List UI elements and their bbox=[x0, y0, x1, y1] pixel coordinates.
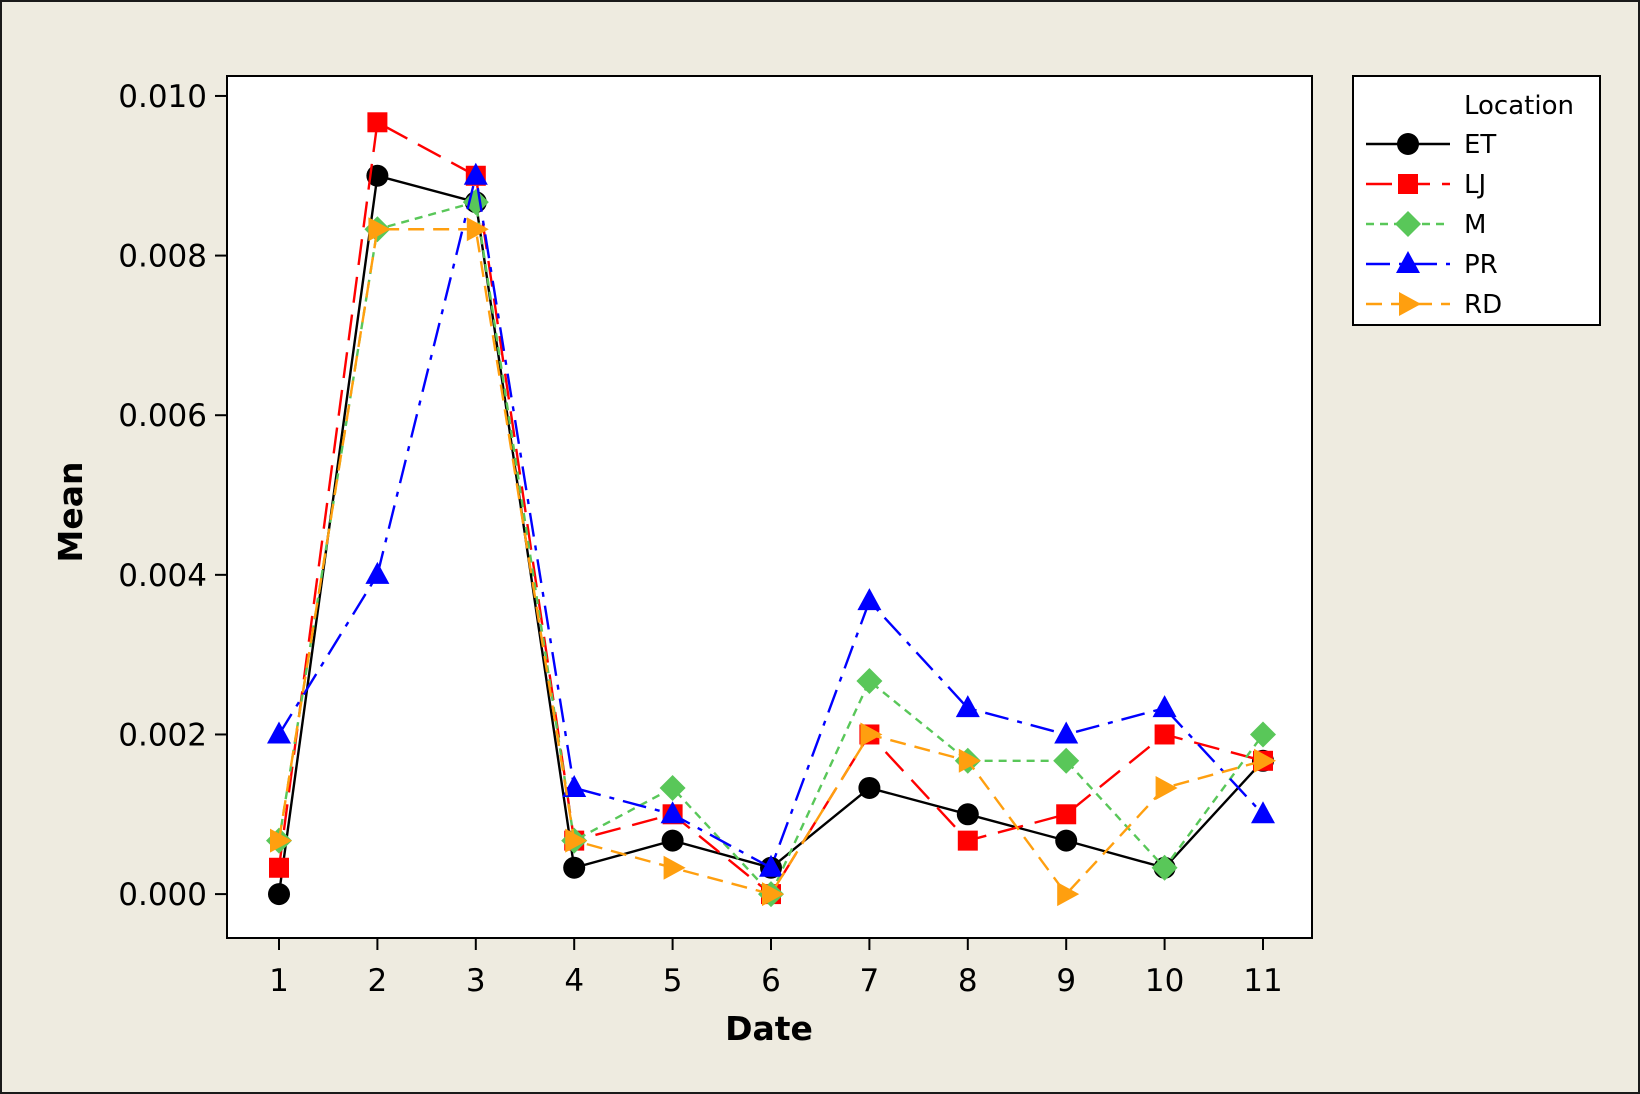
legend-box bbox=[1352, 75, 1601, 326]
x-tick-label: 7 bbox=[860, 963, 880, 999]
data-point-lj bbox=[1154, 724, 1175, 745]
data-point-pr bbox=[759, 854, 783, 877]
legend-label: RD bbox=[1464, 290, 1502, 320]
data-point-pr bbox=[1251, 801, 1275, 824]
legend-entry-pr: PR bbox=[1366, 250, 1498, 280]
data-point-m bbox=[856, 667, 883, 694]
x-axis: 1 2 3 4 5 6 7 8 9 10 11 bbox=[269, 938, 1283, 999]
data-point-m bbox=[462, 189, 489, 216]
legend-entry-rd: RD bbox=[1366, 290, 1502, 320]
legend-entry-m: M bbox=[1366, 210, 1486, 240]
legend: Location ET LJ M PR RD bbox=[1352, 75, 1601, 326]
x-tick-label: 10 bbox=[1145, 963, 1184, 999]
x-tick-label: 11 bbox=[1243, 963, 1282, 999]
data-point-lj bbox=[1056, 804, 1077, 825]
x-tick-label: 1 bbox=[269, 963, 289, 999]
x-tick-label: 3 bbox=[466, 963, 486, 999]
data-point-pr bbox=[660, 801, 685, 824]
series-pr bbox=[267, 162, 1275, 877]
data-point-et bbox=[661, 829, 684, 852]
x-tick-label: 5 bbox=[663, 963, 683, 999]
data-point-pr bbox=[1054, 721, 1079, 744]
data-point-rd bbox=[466, 217, 489, 242]
plot-area bbox=[226, 75, 1313, 939]
data-point-pr bbox=[562, 774, 587, 797]
data-point-rd bbox=[860, 722, 883, 747]
y-tick-label: 0.000 bbox=[118, 877, 207, 913]
data-point-pr bbox=[857, 588, 882, 611]
data-point-pr bbox=[1152, 695, 1177, 718]
data-point-et bbox=[956, 803, 979, 826]
y-axis: 0.000 0.002 0.004 0.006 0.008 0.010 bbox=[118, 79, 227, 913]
series-layer bbox=[266, 112, 1276, 908]
legend-marker bbox=[1395, 211, 1421, 237]
data-point-rd bbox=[958, 748, 981, 773]
data-point-pr bbox=[267, 721, 291, 744]
data-point-et bbox=[858, 776, 881, 799]
x-tick-label: 6 bbox=[761, 963, 781, 999]
data-point-m bbox=[1053, 747, 1080, 774]
data-point-et bbox=[268, 883, 290, 906]
legend-label: M bbox=[1464, 210, 1486, 240]
data-point-pr bbox=[463, 162, 488, 185]
data-point-lj bbox=[269, 857, 289, 878]
y-tick-label: 0.010 bbox=[118, 79, 207, 115]
data-point-m bbox=[1250, 721, 1276, 748]
legend-marker bbox=[1399, 292, 1421, 316]
legend-marker bbox=[1398, 174, 1418, 194]
data-point-m bbox=[1151, 854, 1178, 881]
x-axis-title: Date bbox=[725, 1009, 813, 1048]
legend-label: PR bbox=[1464, 250, 1498, 280]
legend-entry-lj: LJ bbox=[1366, 170, 1486, 200]
legend-title: Location bbox=[1464, 91, 1574, 121]
y-axis-title: Mean bbox=[51, 462, 90, 563]
data-point-m bbox=[659, 774, 686, 801]
data-point-rd bbox=[1155, 775, 1178, 800]
legend-label: LJ bbox=[1464, 170, 1486, 200]
x-tick-label: 8 bbox=[958, 963, 978, 999]
legend-marker bbox=[1397, 133, 1419, 155]
data-point-pr bbox=[955, 695, 980, 718]
data-point-rd bbox=[762, 882, 784, 907]
x-tick-label: 9 bbox=[1056, 963, 1076, 999]
series-line-m bbox=[277, 200, 1264, 897]
x-tick-label: 2 bbox=[368, 963, 388, 999]
data-point-rd bbox=[368, 217, 391, 242]
data-point-rd bbox=[663, 855, 686, 880]
legend-marker bbox=[1396, 251, 1420, 273]
legend-entry-et: ET bbox=[1366, 130, 1496, 160]
x-tick-label: 4 bbox=[564, 963, 584, 999]
data-point-rd bbox=[270, 828, 292, 853]
data-point-pr bbox=[365, 561, 390, 584]
y-tick-label: 0.004 bbox=[118, 558, 207, 594]
y-tick-label: 0.006 bbox=[118, 398, 207, 434]
series-rd bbox=[270, 217, 1276, 907]
y-tick-label: 0.008 bbox=[118, 239, 207, 275]
y-tick-label: 0.002 bbox=[118, 717, 207, 753]
data-point-et bbox=[563, 856, 586, 879]
data-point-rd bbox=[565, 828, 588, 853]
data-point-rd bbox=[1057, 882, 1080, 907]
data-point-rd bbox=[1254, 748, 1276, 773]
data-point-lj bbox=[957, 830, 978, 851]
data-point-et bbox=[1055, 829, 1078, 852]
data-point-lj bbox=[367, 112, 388, 133]
legend-label: ET bbox=[1464, 130, 1496, 160]
